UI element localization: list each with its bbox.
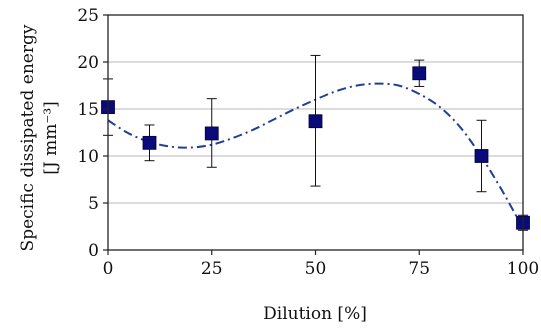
y-axis-unit: [J mm⁻³] — [41, 101, 61, 175]
y-axis-title: Specific dissipated energy — [18, 24, 38, 251]
data-marker — [204, 126, 219, 141]
x-axis-title: Dilution [%] — [263, 304, 367, 324]
x-tick-label: 50 — [305, 259, 327, 279]
data-marker — [142, 135, 157, 150]
data-marker — [412, 66, 427, 81]
y-tick-label: 25 — [77, 6, 99, 26]
y-tick-label: 10 — [77, 147, 99, 167]
y-tick-label: 20 — [77, 53, 99, 73]
x-tick-label: 25 — [201, 259, 223, 279]
x-tick-label: 0 — [103, 259, 114, 279]
y-axis-ticks: 0 5 10 15 20 25 — [77, 6, 108, 261]
x-tick-label: 100 — [507, 259, 539, 279]
data-markers — [101, 66, 530, 230]
data-marker — [308, 114, 323, 129]
y-tick-label: 15 — [77, 100, 99, 120]
x-axis-ticks: 0 25 50 75 100 — [103, 250, 539, 279]
data-marker — [474, 149, 489, 163]
x-tick-label: 75 — [408, 259, 430, 279]
y-tick-label: 0 — [88, 241, 99, 261]
error-bars — [103, 54, 528, 231]
y-tick-label: 5 — [88, 194, 99, 214]
